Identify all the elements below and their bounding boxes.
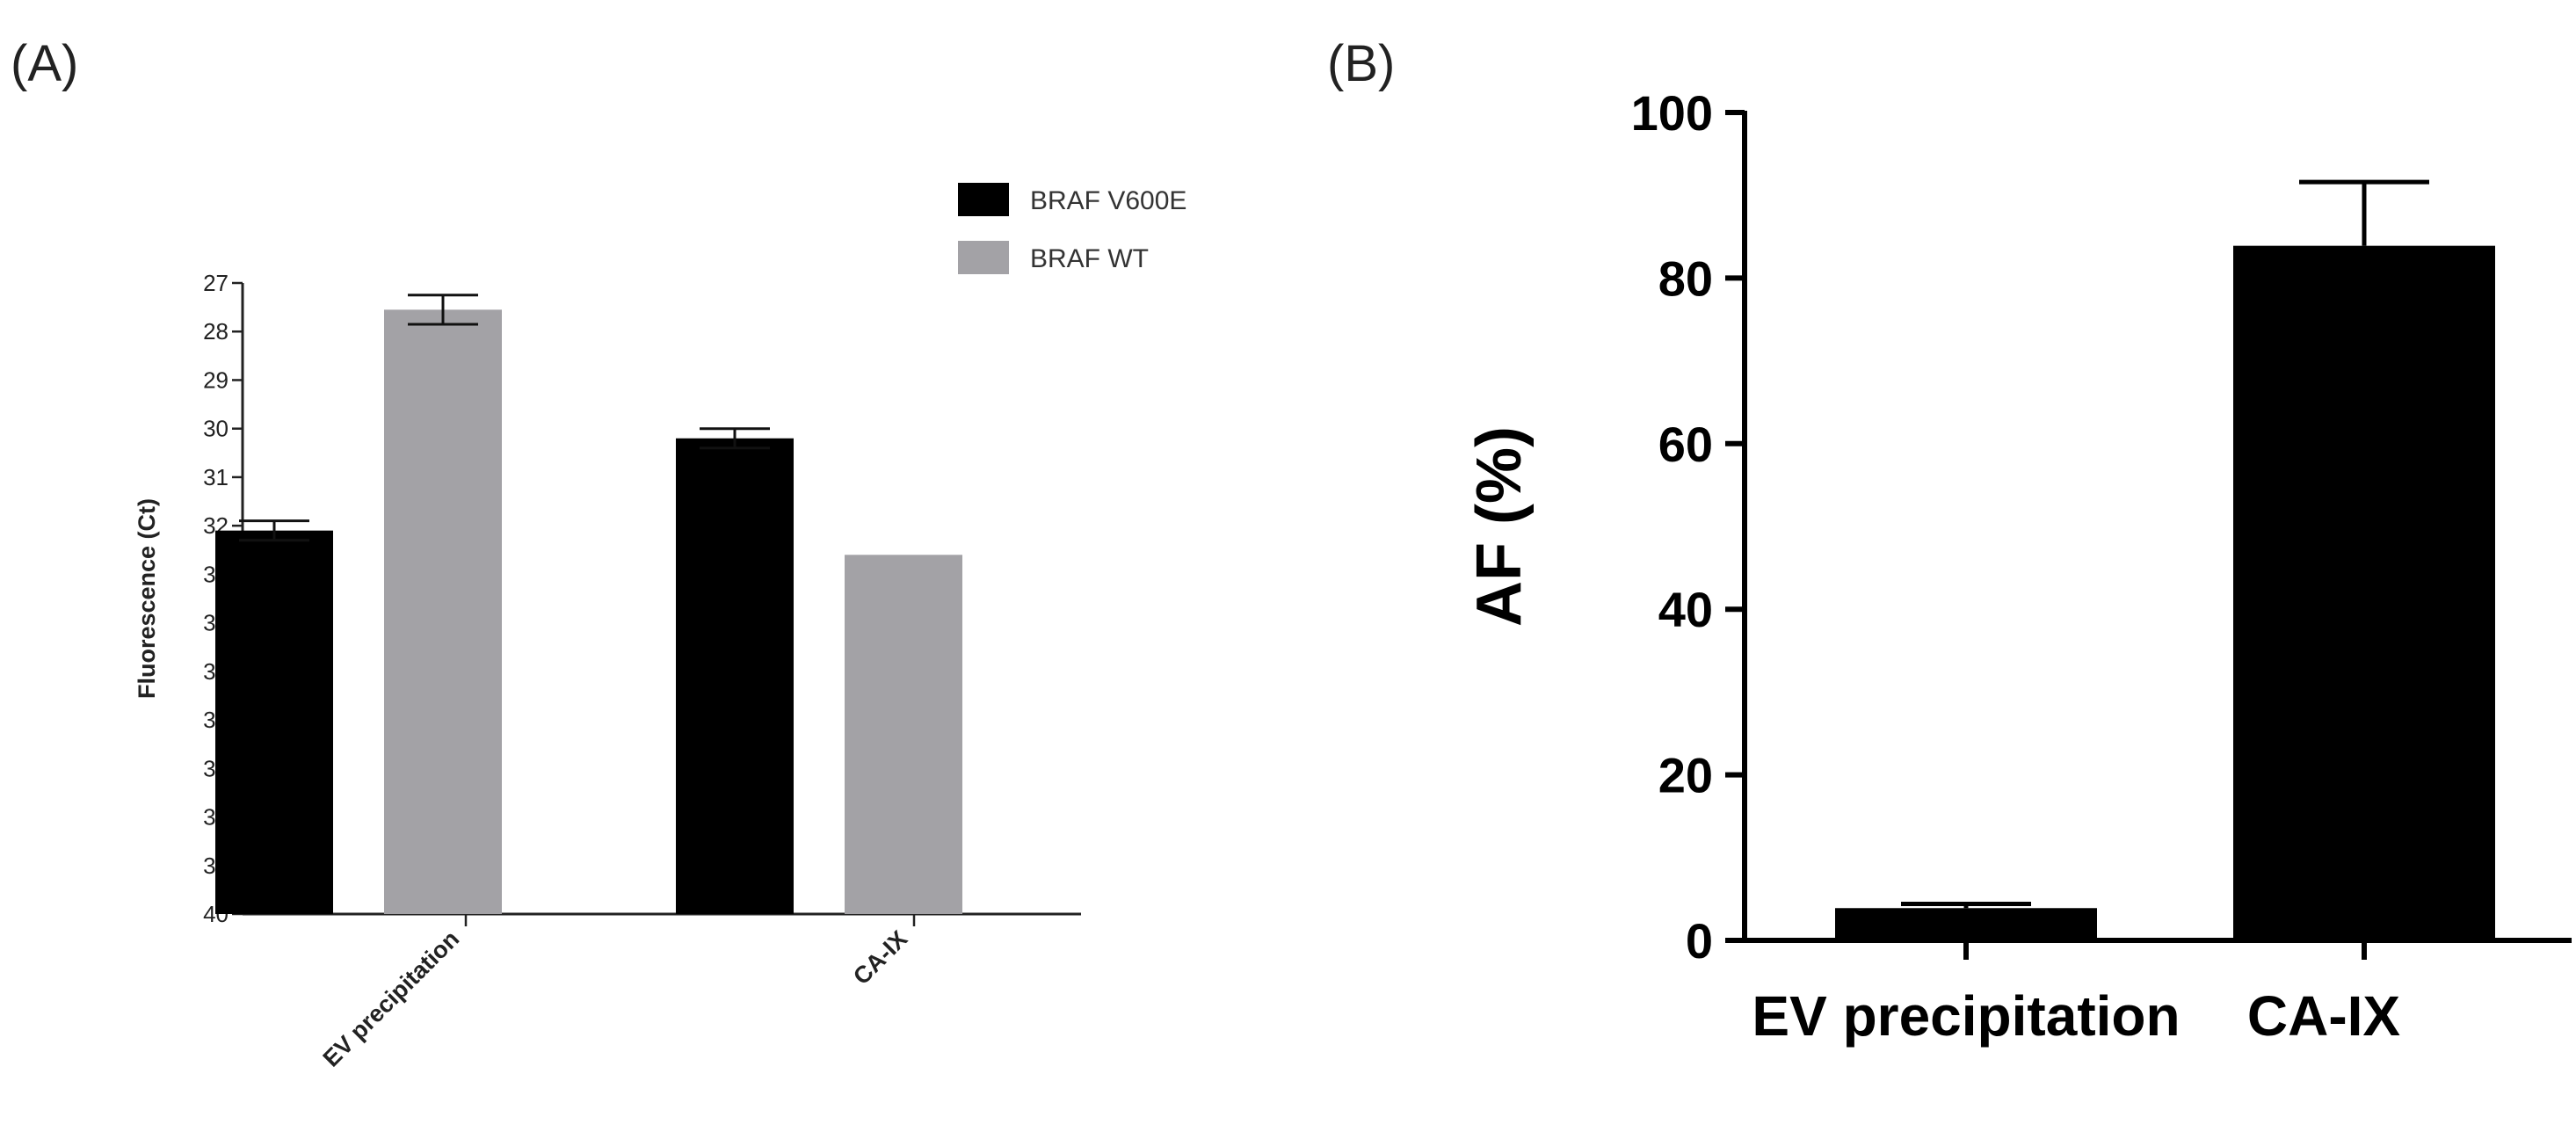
y-tick-label: 100 — [1631, 85, 1713, 141]
legend-label: BRAF WT — [1030, 244, 1149, 273]
bar — [676, 438, 794, 914]
y-tick-label: 31 — [203, 464, 229, 490]
y-tick-label: 29 — [203, 366, 229, 393]
x-tick-label: EV precipitation — [318, 925, 465, 1072]
bar — [215, 530, 333, 914]
chart-a: 2728293031323334353637383940Fluorescence… — [134, 183, 1186, 1072]
y-tick-label: 80 — [1658, 250, 1713, 306]
y-axis-label: AF (%) — [1464, 426, 1535, 627]
bar — [845, 555, 962, 914]
x-tick-label: CA-IX — [2247, 984, 2401, 1048]
legend-swatch — [958, 183, 1009, 216]
panel-b-label: (B) — [1327, 35, 1395, 92]
y-tick-label: 40 — [1658, 582, 1713, 637]
y-tick-label: 27 — [203, 270, 229, 296]
y-tick-label: 20 — [1658, 748, 1713, 803]
legend-label: BRAF V600E — [1030, 186, 1186, 215]
y-tick-label: 60 — [1658, 417, 1713, 472]
y-tick-label: 30 — [203, 416, 229, 442]
x-tick-label: EV precipitation — [1752, 984, 2180, 1048]
panel-a-label: (A) — [11, 35, 78, 92]
bar — [2233, 245, 2495, 940]
bar — [384, 309, 502, 914]
bar — [1835, 908, 2097, 940]
x-tick-label: CA-IX — [848, 925, 912, 990]
y-tick-label: 28 — [203, 318, 229, 345]
legend-swatch — [958, 241, 1009, 274]
chart-b: 0 20 40 60 80 100 AF (%) EV precipitation CA-IX — [1464, 85, 2572, 1048]
y-tick-label: 0 — [1686, 913, 1713, 969]
y-axis-label: Fluorescence (Ct) — [134, 498, 160, 699]
